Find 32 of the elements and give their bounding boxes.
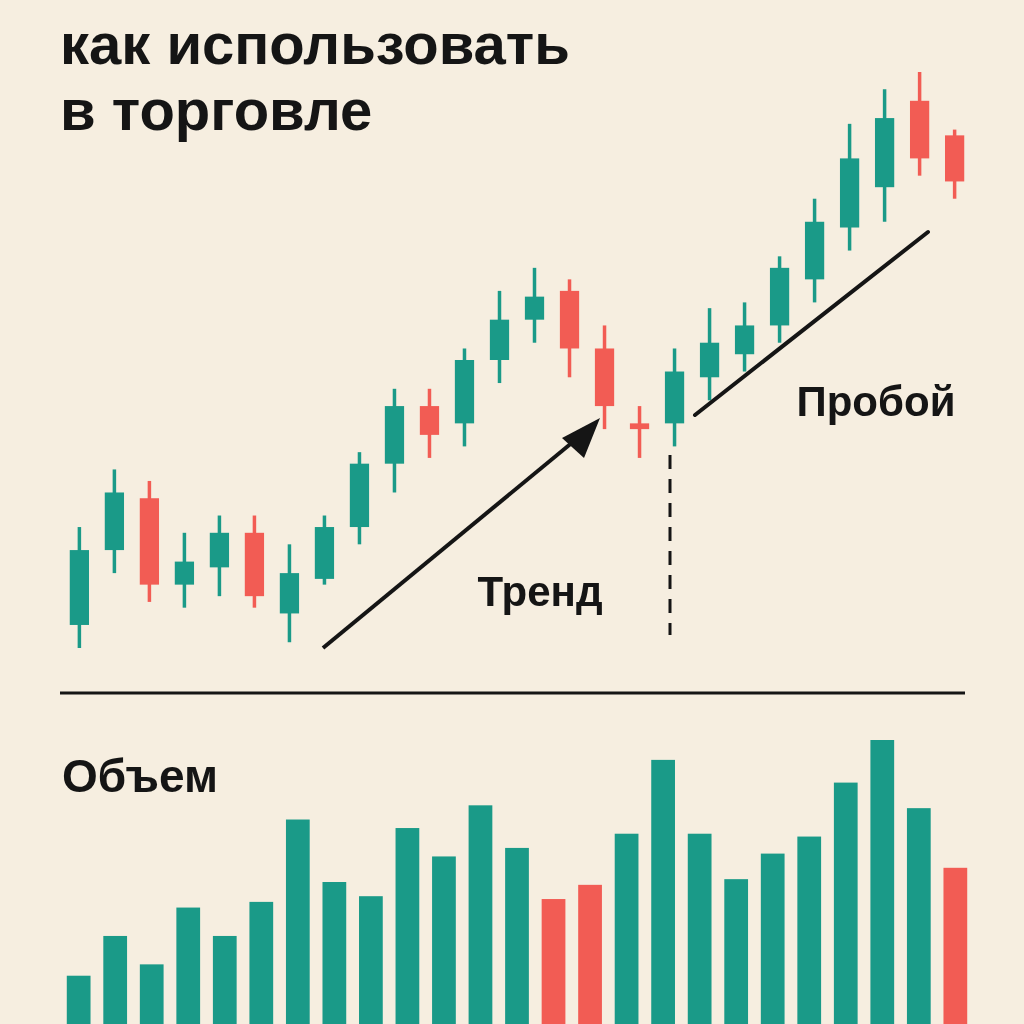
bar [249, 901, 274, 1024]
bar [139, 964, 164, 1024]
bar [578, 884, 602, 1024]
bar [614, 833, 639, 1024]
bar [797, 836, 822, 1024]
chart-title: как использовать в торговле [60, 11, 570, 142]
bar [687, 833, 712, 1024]
candlestick [629, 406, 650, 458]
bar [541, 899, 566, 1024]
bar [505, 847, 529, 1024]
bar [906, 808, 931, 1024]
bar [395, 828, 420, 1024]
bar [870, 740, 895, 1024]
bar [212, 935, 237, 1024]
bar [66, 975, 91, 1024]
bar [724, 879, 749, 1024]
bar [651, 759, 675, 1024]
bar [432, 856, 456, 1024]
bar [285, 819, 310, 1024]
bar [176, 907, 201, 1024]
bar [943, 867, 968, 1024]
bar [468, 805, 493, 1024]
annotation: Пробой [796, 378, 956, 425]
bar [359, 896, 383, 1024]
candlestick [174, 532, 195, 608]
bar [322, 882, 347, 1024]
candlestick [524, 267, 545, 343]
bar [833, 782, 858, 1024]
chart-title: Объем [62, 750, 219, 802]
bar [103, 935, 128, 1024]
bar [760, 853, 785, 1024]
annotation: Тренд [477, 568, 603, 615]
